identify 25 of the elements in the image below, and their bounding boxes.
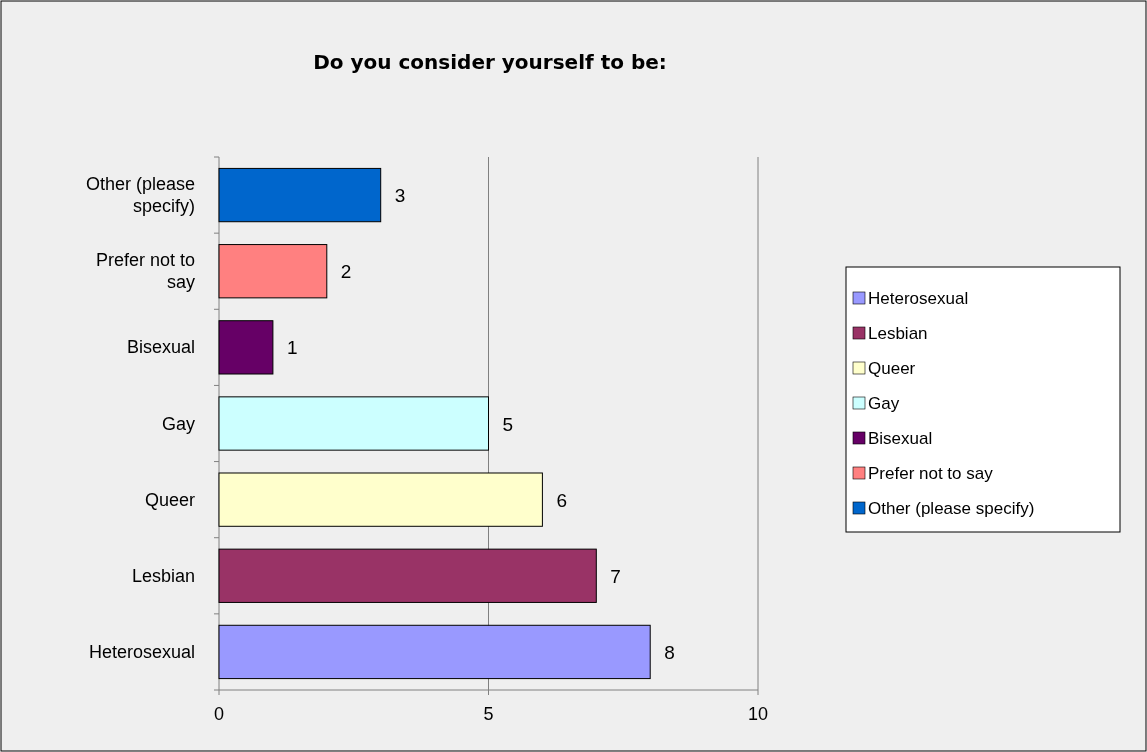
y-tick-label: Heterosexual <box>88 641 195 662</box>
legend-label: Prefer not to say <box>868 464 994 483</box>
data-label: 7 <box>610 565 621 587</box>
data-label: 5 <box>502 413 514 435</box>
x-tick-label: 5 <box>483 704 494 724</box>
chart-title: Do you consider yourself to be: <box>313 50 667 74</box>
data-label: 8 <box>664 641 675 663</box>
data-label: 2 <box>340 261 352 283</box>
data-label: 6 <box>556 489 567 511</box>
y-tick-label: Bisexual <box>126 337 195 358</box>
y-tick-label: Gay <box>161 413 195 434</box>
data-label: 1 <box>286 337 298 359</box>
legend-label: Other (please specify) <box>868 499 1035 518</box>
y-tick-label: Lesbian <box>131 565 195 586</box>
legend-label: Lesbian <box>868 324 928 343</box>
x-tick-label: 10 <box>747 704 769 724</box>
legend-label: Queer <box>868 359 916 378</box>
data-label: 3 <box>394 185 406 207</box>
legend-label: Bisexual <box>868 429 933 448</box>
y-tick-label: Queer <box>144 489 195 510</box>
legend-label: Gay <box>868 394 900 413</box>
legend-label: Heterosexual <box>868 289 969 308</box>
x-tick-label: 0 <box>213 704 225 724</box>
y-tick-label: Prefer not to say <box>95 250 195 293</box>
y-tick-label: Other (please specify) <box>85 174 195 217</box>
